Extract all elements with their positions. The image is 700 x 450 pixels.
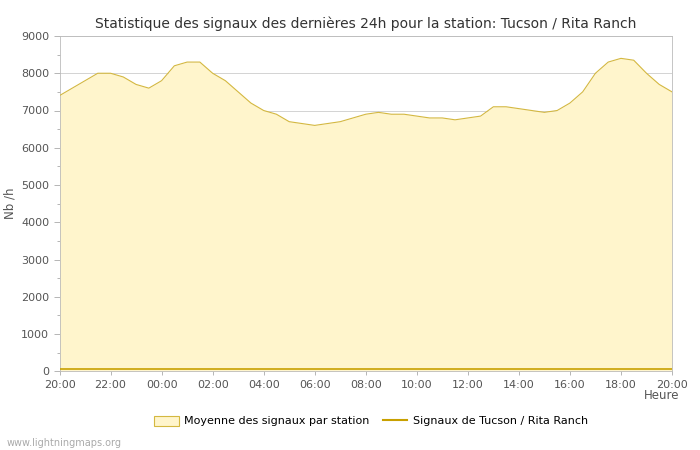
Legend: Moyenne des signaux par station, Signaux de Tucson / Rita Ranch: Moyenne des signaux par station, Signaux… xyxy=(154,416,588,427)
Y-axis label: Nb /h: Nb /h xyxy=(4,188,17,220)
Text: Heure: Heure xyxy=(643,389,679,402)
Title: Statistique des signaux des dernières 24h pour la station: Tucson / Rita Ranch: Statistique des signaux des dernières 24… xyxy=(95,16,636,31)
Text: www.lightningmaps.org: www.lightningmaps.org xyxy=(7,438,122,448)
